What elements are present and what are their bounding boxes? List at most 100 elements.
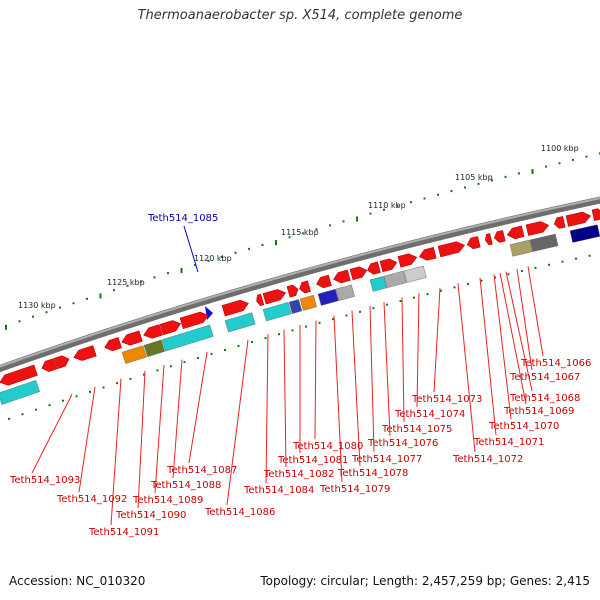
gene-leader-line xyxy=(78,386,96,493)
gene-label[interactable]: Teth514_1076 xyxy=(367,438,438,449)
gene-feature[interactable] xyxy=(315,274,332,289)
inner-tick xyxy=(588,254,591,257)
gene-label[interactable]: Teth514_1088 xyxy=(150,480,221,491)
gene-feature[interactable] xyxy=(262,287,287,305)
gene-feature[interactable] xyxy=(379,257,398,273)
scale-tick xyxy=(5,324,7,330)
gene-label[interactable]: Teth514_1086 xyxy=(204,507,275,518)
gene-leader-line xyxy=(493,274,512,420)
gene-feature[interactable] xyxy=(142,324,163,341)
gene-label[interactable]: Teth514_1075 xyxy=(381,424,452,435)
gene-label[interactable]: Teth514_1089 xyxy=(132,495,203,506)
scale-tick xyxy=(113,289,115,292)
gene-leader-line xyxy=(527,266,544,357)
kbp-label-1125: 1125 kbp xyxy=(107,278,145,287)
kbp-label-1100: 1100 kbp xyxy=(541,144,579,153)
gene-feature[interactable] xyxy=(286,284,300,298)
cog-feature[interactable] xyxy=(0,379,40,405)
gene-feature[interactable] xyxy=(466,236,481,250)
cog-feature[interactable] xyxy=(161,324,214,352)
scale-tick xyxy=(315,228,318,231)
gene-label[interactable]: Teth514_1074 xyxy=(394,409,465,420)
gene-label[interactable]: Teth514_1092 xyxy=(56,494,127,505)
gene-feature[interactable] xyxy=(397,252,418,268)
gene-label[interactable]: Teth514_1093 xyxy=(9,475,80,486)
gene-feature[interactable] xyxy=(484,233,493,246)
gene-feature[interactable] xyxy=(255,293,265,307)
cog-feature[interactable] xyxy=(403,265,427,283)
gene-leader-line xyxy=(226,339,249,506)
gene-label[interactable]: Teth514_1069 xyxy=(503,406,574,417)
gene-label[interactable]: Teth514_1072 xyxy=(452,454,523,465)
gene-label[interactable]: Teth514_1068 xyxy=(509,393,580,404)
inner-tick xyxy=(345,314,348,317)
gene-feature[interactable] xyxy=(103,337,122,352)
cog-feature[interactable] xyxy=(121,345,147,364)
cog-feature[interactable] xyxy=(288,299,303,314)
scale-tick xyxy=(261,243,264,246)
gene-feature[interactable] xyxy=(298,280,311,294)
gene-feature[interactable] xyxy=(565,210,592,227)
cog-feature[interactable] xyxy=(509,239,533,257)
cog-feature[interactable] xyxy=(529,233,559,252)
gene-feature[interactable] xyxy=(525,220,550,236)
scale-tick xyxy=(140,280,142,283)
gene-feature[interactable] xyxy=(349,265,368,281)
cog-feature[interactable] xyxy=(143,339,166,358)
highlight-gene-label[interactable]: Teth514_1085 xyxy=(147,213,218,224)
gene-feature[interactable] xyxy=(332,269,351,285)
gene-label[interactable]: Teth514_1077 xyxy=(351,454,422,465)
gene-feature[interactable] xyxy=(366,261,381,276)
cog-feature[interactable] xyxy=(335,284,355,301)
scale-tick xyxy=(383,208,385,211)
gene-label[interactable]: Teth514_1090 xyxy=(115,510,186,521)
inner-tick xyxy=(467,283,469,286)
scale-tick xyxy=(194,263,196,266)
gene-leader-line xyxy=(401,297,405,423)
gene-feature[interactable] xyxy=(506,225,525,240)
scale-tick xyxy=(86,297,88,300)
scale-tick xyxy=(558,162,561,165)
gene-feature[interactable] xyxy=(418,247,437,262)
gene-feature[interactable] xyxy=(221,298,250,317)
gene-label[interactable]: Teth514_1091 xyxy=(88,527,159,538)
cog-feature[interactable] xyxy=(299,294,317,311)
gene-label[interactable]: Teth514_1078 xyxy=(337,468,408,479)
cog-feature[interactable] xyxy=(224,312,256,333)
gene-feature[interactable] xyxy=(159,318,182,336)
gene-feature[interactable] xyxy=(53,354,71,370)
gene-feature[interactable] xyxy=(437,240,466,258)
gene-label[interactable]: Teth514_1073 xyxy=(411,394,482,405)
gene-label[interactable]: Teth514_1081 xyxy=(277,455,348,466)
gene-label[interactable]: Teth514_1080 xyxy=(292,441,363,452)
inner-tick xyxy=(548,263,550,266)
gene-feature[interactable] xyxy=(120,330,143,348)
cog-feature[interactable] xyxy=(383,270,407,289)
gene-label[interactable]: Teth514_1087 xyxy=(166,465,237,476)
gene-label[interactable]: Teth514_1066 xyxy=(520,358,591,369)
cog-feature[interactable] xyxy=(317,288,339,306)
gene-label[interactable]: Teth514_1082 xyxy=(263,469,334,480)
inner-tick xyxy=(143,373,145,376)
gene-feature[interactable] xyxy=(591,208,600,221)
cog-feature[interactable] xyxy=(569,224,600,243)
cog-feature[interactable] xyxy=(369,276,387,292)
gene-feature[interactable] xyxy=(40,358,58,374)
gene-feature[interactable] xyxy=(553,216,566,229)
scale-tick xyxy=(221,255,223,258)
gene-label[interactable]: Teth514_1084 xyxy=(243,485,314,496)
gene-label[interactable]: Teth514_1079 xyxy=(319,484,390,495)
gene-label[interactable]: Teth514_1070 xyxy=(488,421,559,432)
gene-feature[interactable] xyxy=(0,364,38,388)
gene-feature[interactable] xyxy=(179,310,210,330)
inner-tick xyxy=(62,399,64,402)
gene-label[interactable]: Teth514_1071 xyxy=(473,437,544,448)
gene-label[interactable]: Teth514_1067 xyxy=(509,372,580,383)
inner-tick xyxy=(453,286,456,289)
scale-tick xyxy=(518,172,520,175)
gene-feature[interactable] xyxy=(493,230,506,243)
gene-feature[interactable] xyxy=(72,345,97,363)
inner-tick xyxy=(89,390,91,393)
scale-tick xyxy=(153,276,156,279)
cog-feature[interactable] xyxy=(262,302,292,322)
